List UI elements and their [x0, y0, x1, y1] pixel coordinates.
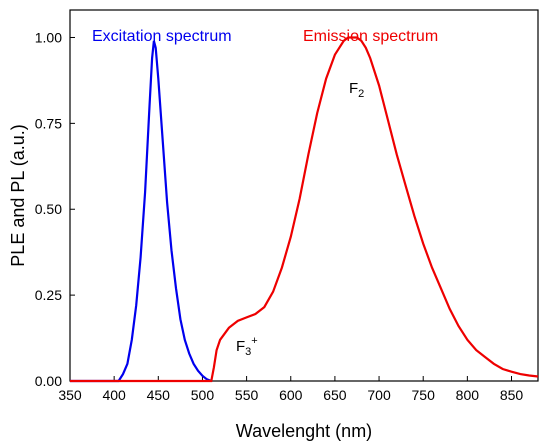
y-tick-label: 0.75 — [35, 115, 62, 131]
annotation-f3plus: F3+ — [236, 335, 258, 358]
y-axis-title: PLE and PL (a.u.) — [8, 124, 28, 266]
x-tick-label: 450 — [147, 387, 171, 403]
x-tick-label: 350 — [58, 387, 82, 403]
y-tick-label: 1.00 — [35, 29, 62, 45]
x-tick-label: 850 — [500, 387, 524, 403]
series-label-excitation: Excitation spectrum — [92, 28, 232, 45]
annotation-f3-main: F — [236, 338, 245, 355]
x-tick-label: 500 — [191, 387, 215, 403]
x-axis: 350 400 450 500 550 600 650 700 750 800 850 — [58, 376, 523, 403]
annotation-f3-sub: 3 — [245, 346, 251, 358]
plot-area: 350 400 450 500 550 600 650 700 750 800 850 0.000.… — [35, 9, 539, 403]
x-tick-label: 750 — [412, 387, 436, 403]
annotation-f3-sup: + — [251, 335, 257, 347]
annotation-f2-sub: 2 — [358, 88, 364, 100]
series-line-emission — [70, 36, 539, 383]
x-tick-label: 600 — [279, 387, 303, 403]
x-axis-title: Wavelenght (nm) — [236, 421, 372, 441]
series-line-excitation — [70, 40, 212, 383]
annotation-f2-main: F — [349, 80, 358, 97]
plot-frame — [69, 9, 539, 382]
x-tick-label: 700 — [367, 387, 391, 403]
y-tick-label: 0.50 — [35, 201, 62, 217]
x-tick-label: 800 — [456, 387, 480, 403]
x-tick-label: 650 — [323, 387, 347, 403]
y-axis: 0.00 0.25 0.50 0.75 1.00 — [35, 29, 75, 389]
x-tick-label: 400 — [102, 387, 126, 403]
y-tick-label: 0.00 — [35, 373, 62, 389]
annotation-f2: F2 — [349, 80, 364, 100]
y-tick-label: 0.25 — [35, 287, 62, 303]
series-label-emission: Emission spectrum — [303, 28, 438, 45]
x-tick-label: 550 — [235, 387, 259, 403]
